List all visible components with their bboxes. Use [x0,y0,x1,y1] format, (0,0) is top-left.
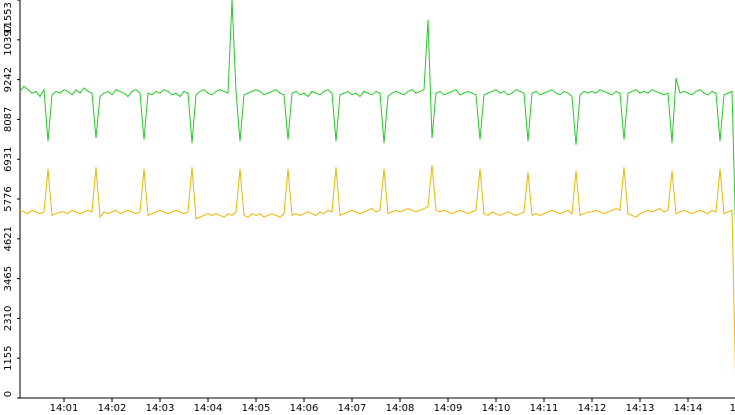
x-tick-label: 14:10 [482,403,511,414]
x-tick-label: 14:12 [578,403,607,414]
series-line [19,165,735,375]
x-tick-label: 14:14 [674,403,703,414]
x-tick-label: 14:09 [434,403,463,414]
y-tick-label: 2310 [3,306,14,331]
x-tick-label: 14 [730,403,735,414]
x-tick-label: 14:04 [194,403,223,414]
y-tick-label: 11553 [3,2,14,34]
y-tick-label: 3465 [3,266,14,291]
y-tick-label: 5776 [3,186,14,211]
y-tick-label: 4621 [3,226,14,251]
x-tick-label: 14:11 [530,403,559,414]
x-tick-label: 14:01 [50,403,79,414]
x-tick-label: 14:03 [146,403,175,414]
y-tick-label: 9242 [3,67,14,92]
y-tick-label: 8087 [3,107,14,132]
x-tick-label: 14:08 [386,403,415,414]
x-tick-label: 14:02 [98,403,127,414]
y-tick-label: 6931 [3,147,14,172]
y-tick-label: 1155 [3,345,14,370]
y-tick-label: 10397 [3,24,14,56]
y-tick-label: 0 [3,391,14,397]
x-tick-label: 14:07 [338,403,367,414]
series-line [19,0,735,228]
x-tick-label: 14:05 [242,403,271,414]
x-tick-label: 14:13 [626,403,655,414]
x-tick-label: 14:06 [290,403,319,414]
